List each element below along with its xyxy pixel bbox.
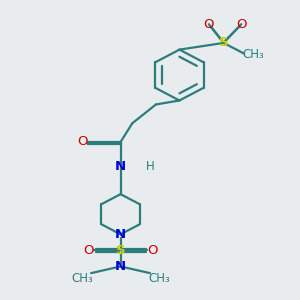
Text: N: N [115, 260, 126, 273]
Text: CH₃: CH₃ [242, 49, 264, 62]
Text: O: O [77, 136, 88, 148]
Text: CH₃: CH₃ [148, 272, 170, 285]
Text: CH₃: CH₃ [71, 272, 93, 285]
Text: H: H [146, 160, 154, 172]
Text: O: O [148, 244, 158, 257]
Text: O: O [83, 244, 93, 257]
Text: S: S [116, 244, 125, 257]
Text: O: O [236, 18, 247, 31]
Text: N: N [115, 228, 126, 241]
Text: S: S [219, 36, 228, 50]
Text: N: N [115, 160, 126, 172]
Text: O: O [204, 18, 214, 31]
